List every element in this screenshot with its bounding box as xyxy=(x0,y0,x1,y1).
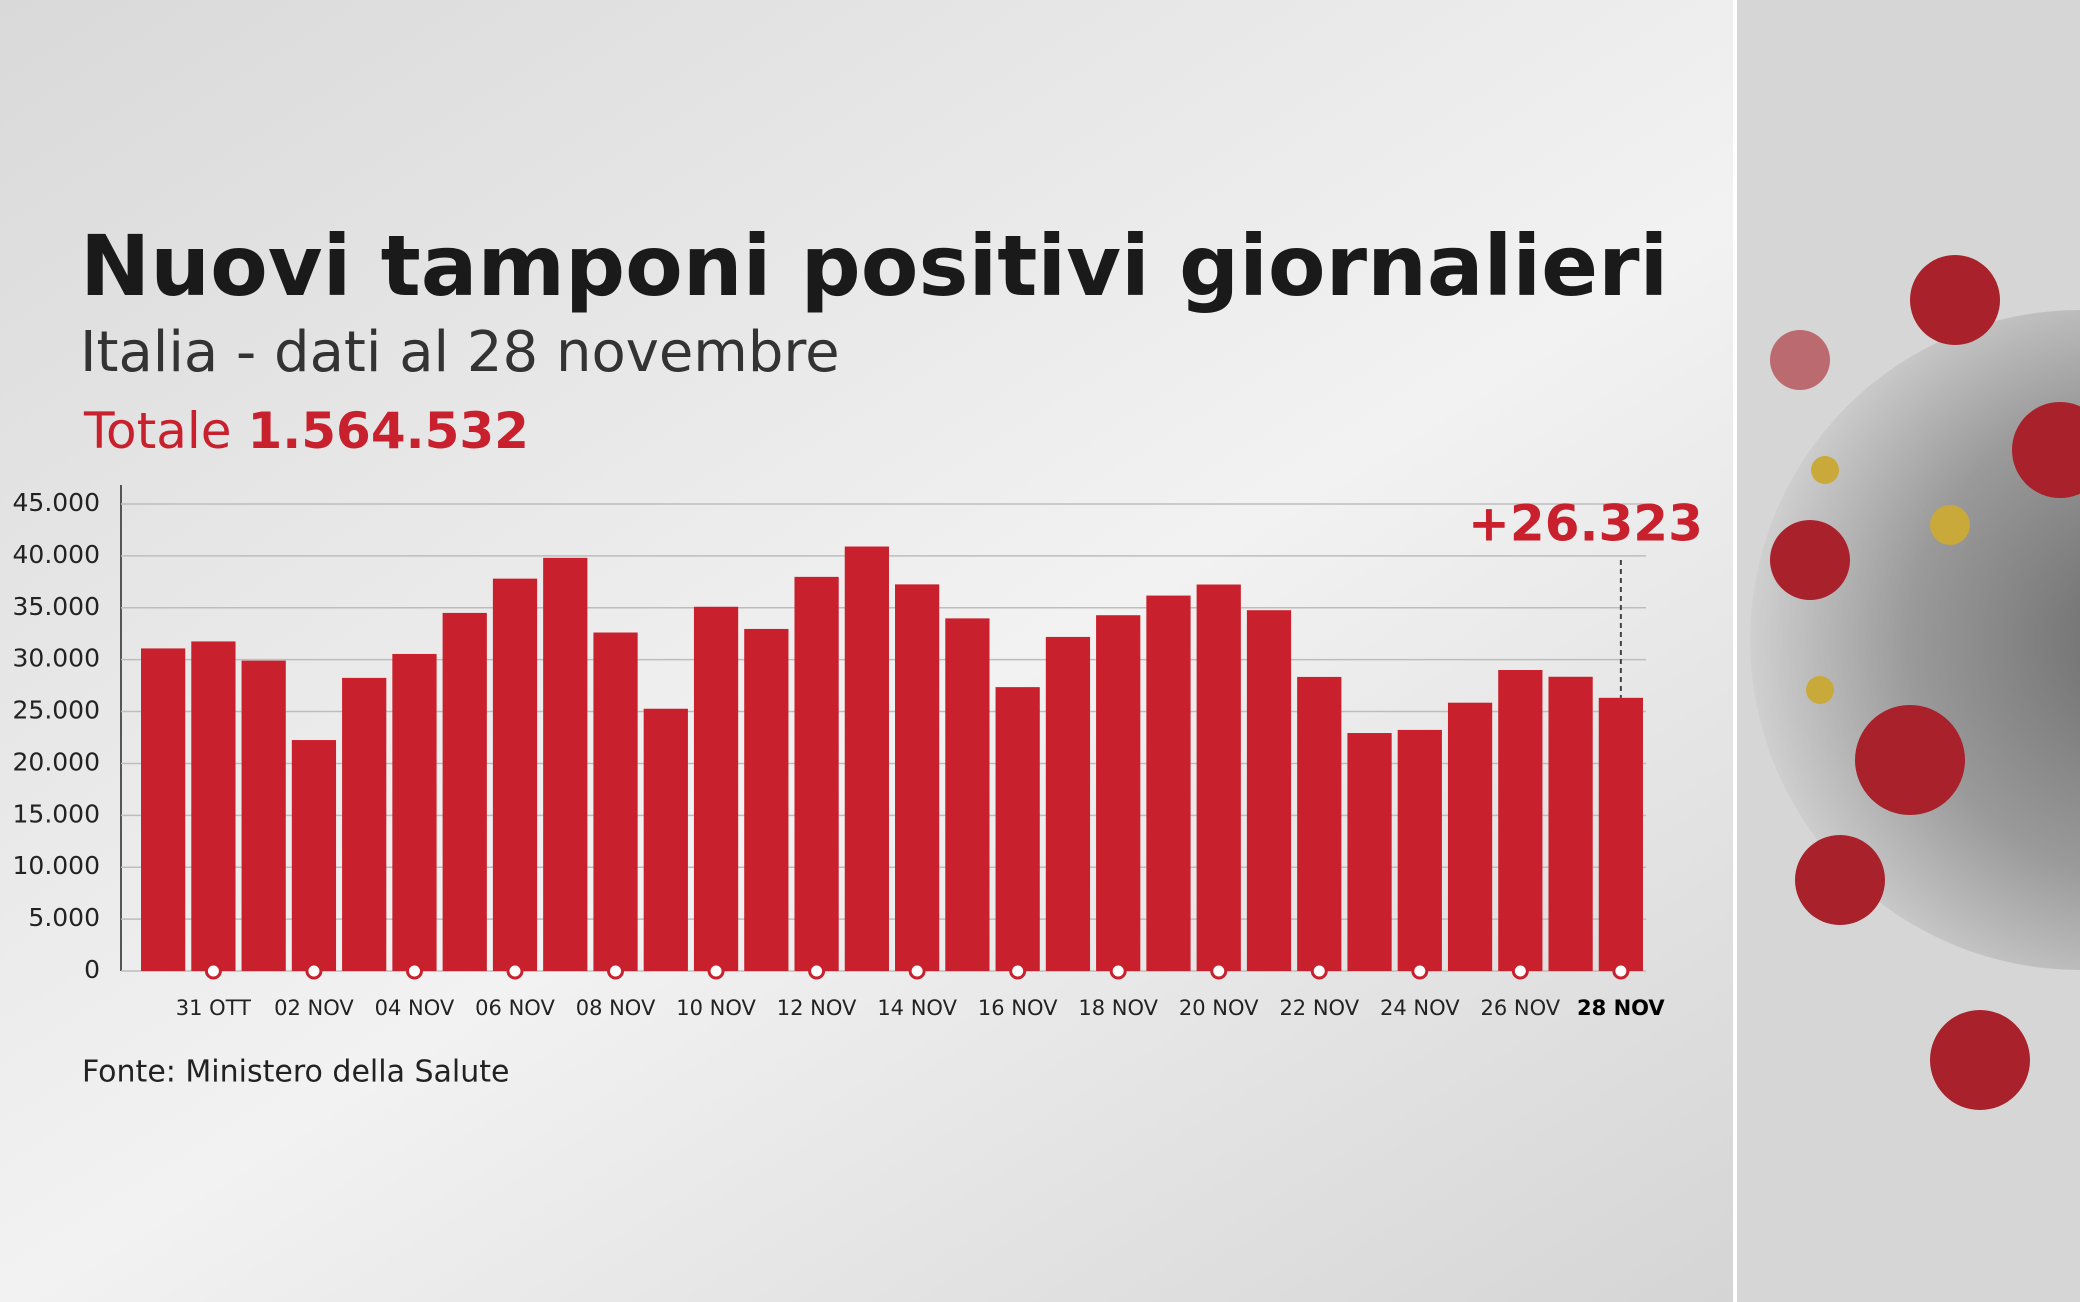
axis-dot xyxy=(607,962,625,980)
source: Fonte: Ministero della Salute xyxy=(82,1055,510,1090)
x-tick-label: 04 NOV xyxy=(375,996,455,1020)
axis-dot xyxy=(1210,962,1228,980)
bar xyxy=(291,740,337,971)
axis-dot xyxy=(908,962,926,980)
y-tick-label: 35.000 xyxy=(13,592,100,621)
x-tick-label: 26 NOV xyxy=(1481,996,1561,1020)
axis-dot xyxy=(808,962,826,980)
x-tick-label: 10 NOV xyxy=(676,996,756,1020)
bar xyxy=(241,660,286,971)
bar xyxy=(643,708,688,971)
axis-dot xyxy=(1612,962,1630,980)
bar xyxy=(1096,615,1141,971)
bar xyxy=(392,653,437,971)
x-tick-label: 22 NOV xyxy=(1279,996,1359,1020)
bar xyxy=(191,641,236,971)
axis-dot xyxy=(1109,962,1127,980)
bar xyxy=(1196,584,1241,971)
bar xyxy=(1598,697,1643,971)
y-tick-label: 0 xyxy=(84,955,100,984)
bar xyxy=(141,648,186,971)
chart-subtitle: Italia - dati al 28 novembre xyxy=(80,320,840,385)
axis-dot xyxy=(1009,962,1027,980)
total-value: 1.564.532 xyxy=(247,402,529,460)
y-tick-label: 30.000 xyxy=(13,644,100,673)
bar xyxy=(442,612,487,971)
axis-dot xyxy=(707,962,725,980)
bar xyxy=(794,576,839,971)
x-tick-label: 06 NOV xyxy=(475,996,555,1020)
bar xyxy=(593,632,638,971)
annotation: +26.323 xyxy=(1468,495,1703,553)
bar xyxy=(693,606,739,971)
x-tick-label: 28 NOV xyxy=(1577,996,1665,1020)
x-tick-label: 18 NOV xyxy=(1078,996,1158,1020)
bar xyxy=(1347,733,1392,971)
bar xyxy=(1498,670,1543,971)
y-tick-label: 5.000 xyxy=(28,903,100,932)
axis-dot xyxy=(1310,962,1328,980)
total-label: Totale xyxy=(83,402,232,460)
bar xyxy=(1548,676,1593,971)
axis-dot xyxy=(204,962,222,980)
x-tick-label: 14 NOV xyxy=(877,996,957,1020)
bar xyxy=(945,618,990,971)
x-tick-label: 12 NOV xyxy=(777,996,857,1020)
y-tick-label: 45.000 xyxy=(13,488,100,517)
bar xyxy=(1246,610,1292,971)
y-tick-label: 25.000 xyxy=(13,696,100,725)
x-tick-label: 02 NOV xyxy=(274,996,354,1020)
virus-dots xyxy=(1806,456,1970,704)
x-tick-label: 24 NOV xyxy=(1380,996,1460,1020)
y-tick-label: 40.000 xyxy=(13,540,100,569)
bar xyxy=(543,557,588,971)
y-tick-label: 10.000 xyxy=(13,851,100,880)
bar xyxy=(1297,676,1342,971)
bar xyxy=(844,546,889,971)
bar xyxy=(995,687,1040,971)
chart-title: Nuovi tamponi positivi giornalieri xyxy=(80,217,1668,315)
total: Totale 1.564.532 xyxy=(83,402,529,460)
bar xyxy=(342,677,387,971)
bar xyxy=(1045,636,1091,971)
axis-dot xyxy=(405,962,423,980)
virus-spikes xyxy=(1770,255,2080,1110)
x-tick-label: 08 NOV xyxy=(576,996,656,1020)
bar xyxy=(1397,729,1442,971)
axis-dot xyxy=(1511,962,1529,980)
axis-dot xyxy=(506,962,524,980)
x-tick-label: 16 NOV xyxy=(978,996,1058,1020)
bar xyxy=(492,578,538,971)
bar xyxy=(744,628,789,971)
y-tick-label: 15.000 xyxy=(13,799,100,828)
x-tick-label: 31 OTT xyxy=(176,996,251,1020)
bar xyxy=(1447,702,1493,971)
bar xyxy=(895,584,940,971)
axis-dot xyxy=(1411,962,1429,980)
bar xyxy=(1146,595,1191,971)
axis-dot xyxy=(305,962,323,980)
y-tick-label: 20.000 xyxy=(13,747,100,776)
x-tick-label: 20 NOV xyxy=(1179,996,1259,1020)
